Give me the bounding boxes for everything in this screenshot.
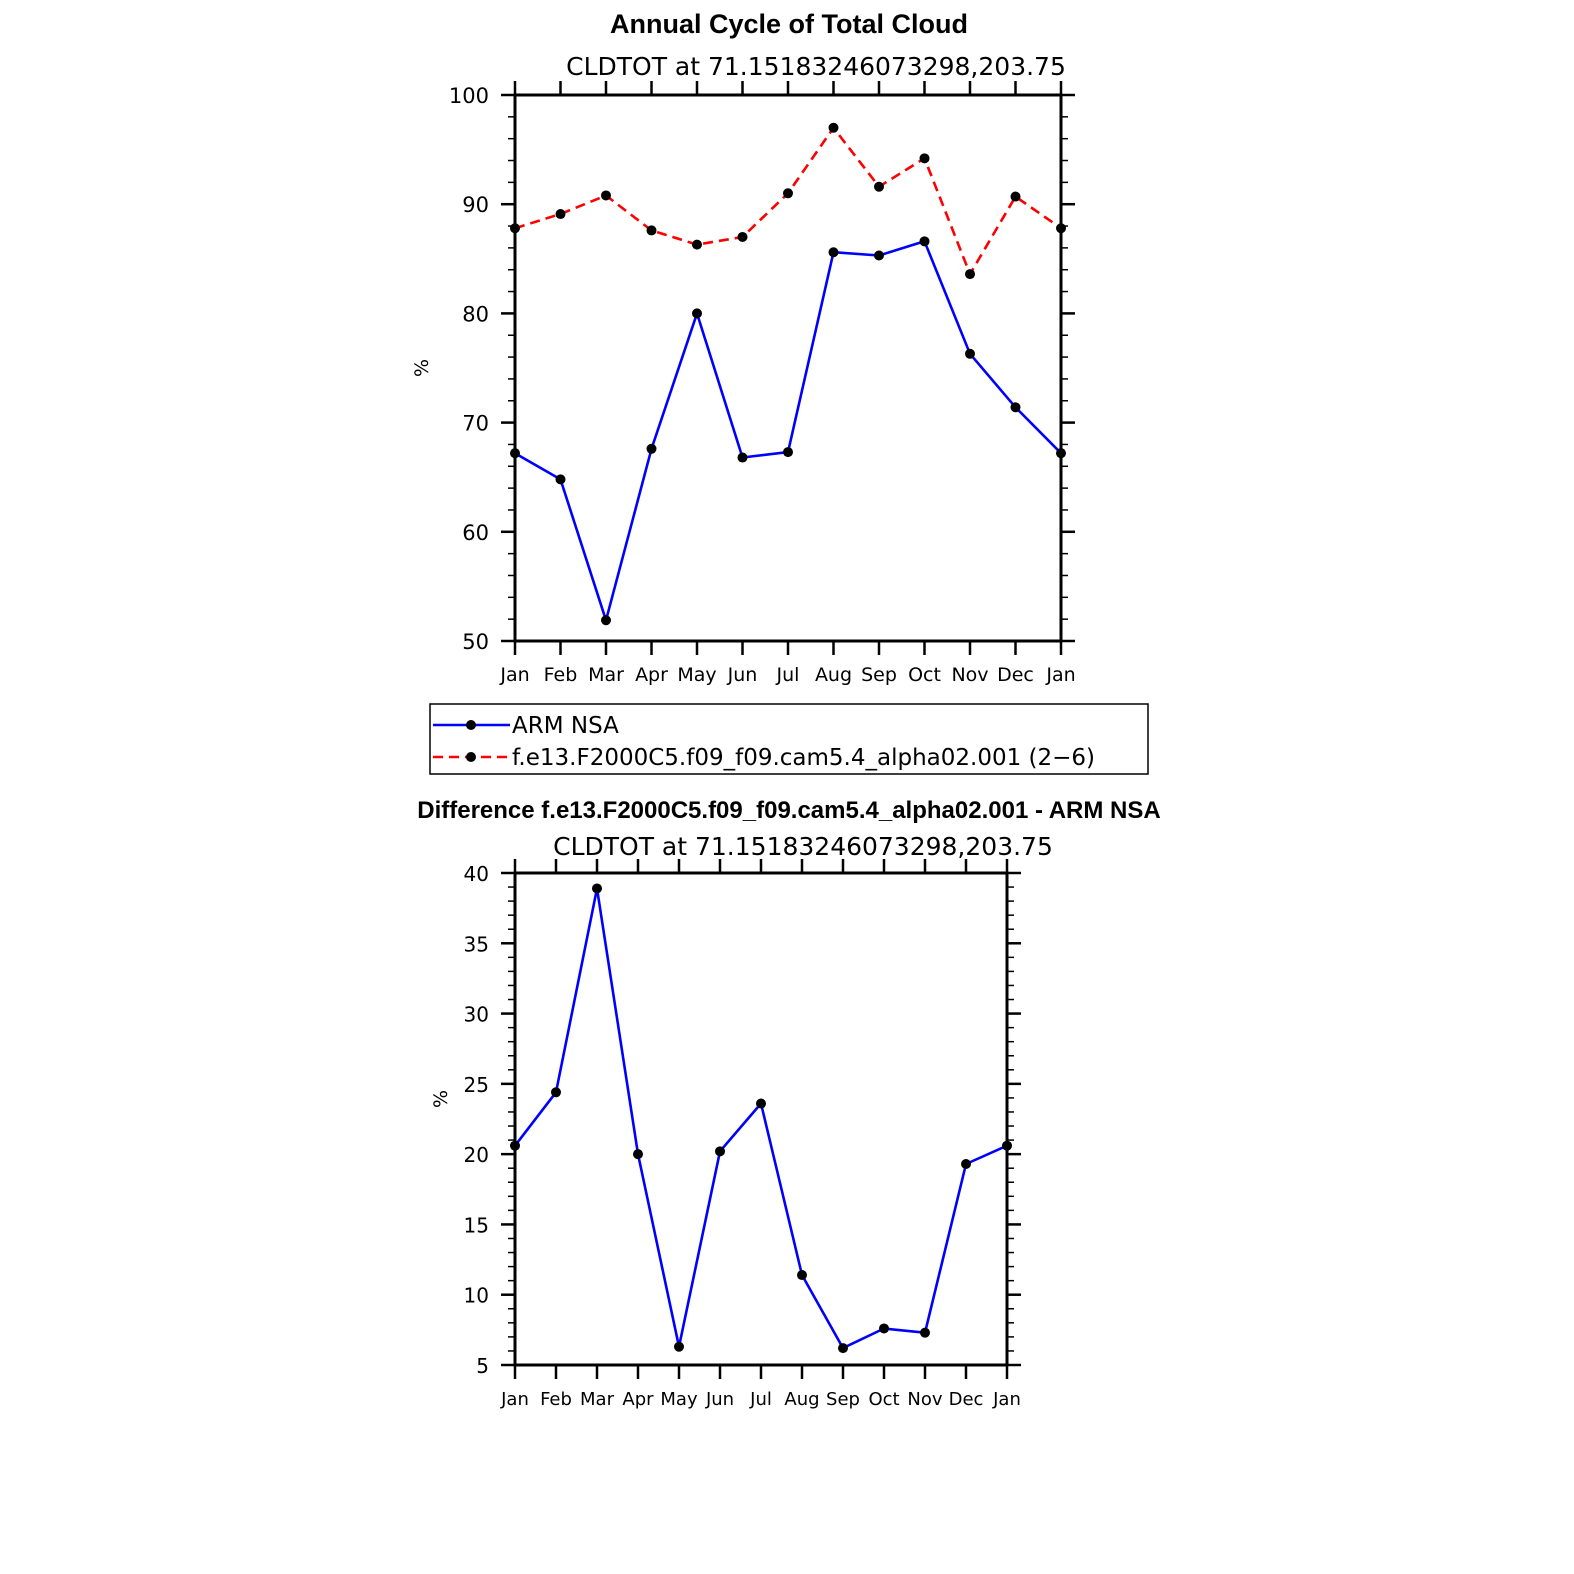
x-tick-label: Mar (588, 664, 624, 686)
chart-subtitle: CLDTOT at 71.15183246073298,203.75 (566, 52, 1066, 81)
x-tick-label: Feb (540, 1389, 572, 1410)
chart-title: Difference f.e13.F2000C5.f09_f09.cam5.4_… (417, 797, 1160, 824)
data-point (874, 250, 884, 261)
chart-title: Annual Cycle of Total Cloud (610, 9, 968, 39)
x-tick-label: Feb (544, 664, 578, 686)
data-point (838, 1343, 848, 1354)
x-tick-label: Sep (861, 664, 897, 686)
chart-2: Difference f.e13.F2000C5.f09_f09.cam5.4_… (417, 797, 1160, 1410)
data-point (555, 474, 566, 485)
y-axis-label: % (430, 1090, 452, 1108)
data-point (510, 448, 520, 459)
y-tick-label: 20 (464, 1143, 489, 1167)
data-point (756, 1098, 766, 1109)
x-tick-label: Aug (784, 1389, 819, 1410)
x-tick-label: Nov (907, 1389, 942, 1410)
x-tick-label: Jan (500, 1389, 529, 1410)
x-tick-label: Jun (705, 1389, 734, 1410)
y-axis-label: % (411, 359, 433, 377)
data-point (797, 1270, 807, 1281)
legend-label-1: ARM NSA (512, 713, 619, 739)
legend-label-2: f.e13.F2000C5.f09_f09.cam5.4_alpha02.001… (512, 745, 1095, 771)
y-tick-label: 15 (464, 1213, 489, 1237)
y-tick-label: 25 (464, 1073, 489, 1097)
y-tick-label: 5 (476, 1354, 489, 1378)
x-tick-label: Apr (635, 664, 668, 686)
data-point (1010, 191, 1021, 202)
x-tick-label: May (677, 664, 716, 686)
legend-box (429, 703, 1149, 775)
data-point (646, 443, 657, 454)
data-point (692, 239, 702, 250)
data-point (510, 1140, 520, 1151)
data-point (592, 883, 602, 894)
y-tick-label: 60 (462, 521, 489, 545)
chart-1: Annual Cycle of Total Cloud CLDTOT at 71.… (411, 9, 1149, 775)
series-line-1 (514, 240, 1062, 622)
x-tick-label: Jul (749, 1389, 772, 1410)
x-tick-label: Dec (997, 664, 1034, 686)
y-tick-label: 40 (464, 862, 489, 886)
x-tick-label: May (660, 1389, 698, 1410)
x-tick-label: Dec (949, 1389, 984, 1410)
data-point (783, 188, 793, 199)
x-tick-label: Jan (499, 664, 529, 686)
data-point (1010, 402, 1021, 413)
data-point (551, 1087, 561, 1098)
data-point (965, 348, 975, 359)
plot-frame (513, 871, 1009, 1367)
data-point (555, 209, 566, 220)
x-tick-label: Sep (826, 1389, 860, 1410)
data-point (965, 269, 975, 280)
y-tick-label: 70 (462, 412, 489, 436)
data-point (874, 181, 884, 192)
data-point (646, 225, 657, 236)
y-tick-label: 100 (449, 84, 489, 108)
y-tick-label: 10 (464, 1284, 489, 1308)
data-point (828, 247, 839, 258)
x-tick-label: Oct (908, 664, 941, 686)
x-tick-label: Jan (1045, 664, 1075, 686)
data-point (510, 223, 520, 234)
data-point (920, 1327, 930, 1338)
x-tick-label: Nov (951, 664, 988, 686)
plot-frame (513, 93, 1063, 643)
x-tick-label: Jun (727, 664, 758, 686)
data-point (601, 615, 611, 626)
data-point (879, 1323, 889, 1334)
x-tick-label: Aug (815, 664, 852, 686)
series-line-1 (513, 887, 1008, 1350)
data-point (919, 153, 930, 164)
data-point (1056, 223, 1066, 234)
series-line-2 (514, 126, 1062, 276)
data-point (737, 452, 748, 463)
data-point (674, 1341, 684, 1352)
y-tick-label: 35 (464, 932, 489, 956)
data-point (601, 190, 611, 201)
data-point (1056, 448, 1066, 459)
y-tick-label: 30 (464, 1003, 489, 1027)
data-point (633, 1149, 643, 1160)
data-point (961, 1158, 971, 1169)
data-point (715, 1146, 725, 1157)
x-tick-label: Jan (992, 1389, 1021, 1410)
x-tick-label: Oct (868, 1389, 899, 1410)
x-tick-label: Jul (776, 664, 800, 686)
data-point (737, 231, 748, 242)
chart-subtitle: CLDTOT at 71.15183246073298,203.75 (553, 832, 1053, 861)
data-point (828, 122, 839, 133)
x-tick-label: Apr (622, 1389, 654, 1410)
data-point (692, 308, 702, 319)
legend-marker (466, 752, 476, 762)
x-tick-label: Mar (580, 1389, 615, 1410)
data-point (1002, 1140, 1012, 1151)
y-tick-label: 80 (462, 302, 489, 326)
legend-marker (466, 720, 476, 730)
y-tick-label: 50 (462, 630, 489, 654)
y-tick-label: 90 (462, 193, 489, 217)
data-point (919, 236, 930, 247)
legend: ARM NSA f.e13.F2000C5.f09_f09.cam5.4_alph… (429, 703, 1149, 775)
data-point (783, 447, 793, 458)
